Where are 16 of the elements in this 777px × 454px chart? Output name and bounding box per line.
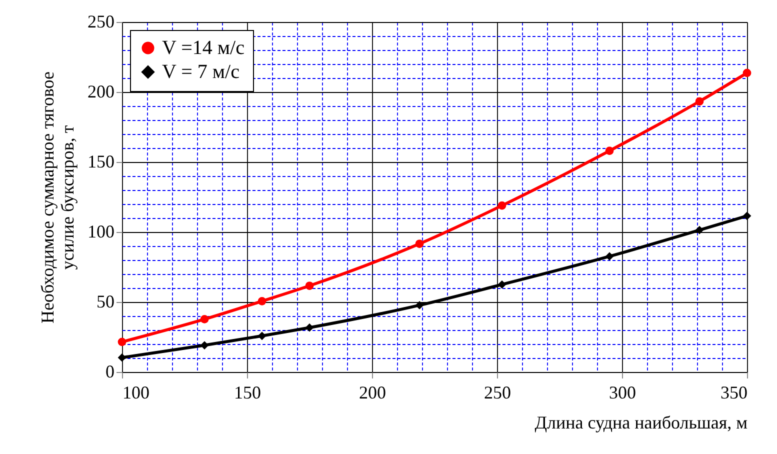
x-tick-label: 300	[609, 382, 636, 402]
y-tick-label: 250	[88, 12, 114, 32]
x-tick-label: 200	[359, 382, 386, 402]
y-tick-label: 50	[96, 292, 114, 312]
x-tick-label: 350	[720, 382, 748, 402]
x-tick-label: 150	[234, 382, 261, 402]
legend-label: V =14 м/с	[162, 37, 245, 59]
x-axis-title: Длина судна наибольшая, м	[534, 412, 748, 432]
x-tick-label: 250	[484, 382, 511, 402]
legend-label: V = 7 м/с	[162, 61, 240, 83]
y-tick-label: 200	[88, 82, 114, 102]
y-axis-title: Необходимое суммарное тяговое усилие буксиров, т	[38, 71, 78, 324]
y-tick-label: 100	[88, 222, 114, 242]
y-tick-label: 150	[88, 152, 114, 172]
x-tick-label: 100	[122, 382, 150, 402]
y-tick-label: 0	[106, 362, 114, 382]
